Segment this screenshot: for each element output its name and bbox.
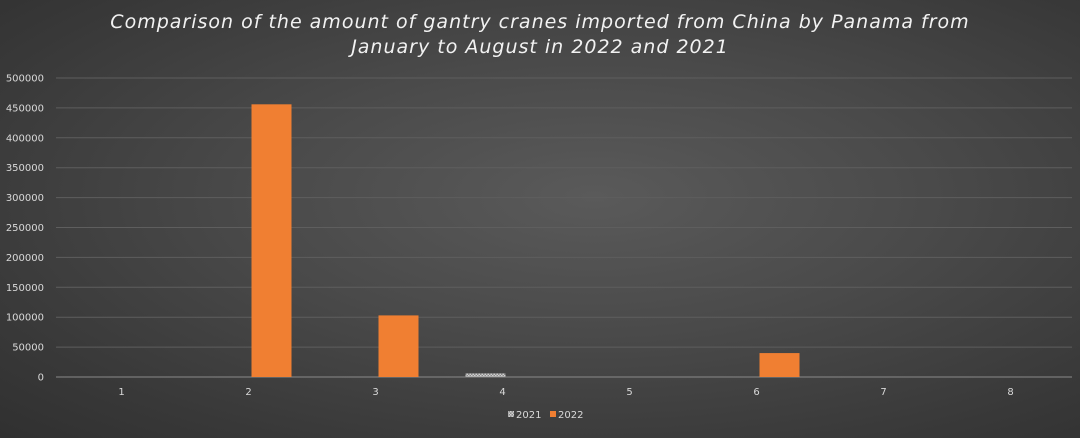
legend-label-2021: 2021 xyxy=(516,410,541,421)
y-tick-label: 200000 xyxy=(6,253,44,264)
y-tick-label: 100000 xyxy=(6,313,44,324)
y-tick-label: 50000 xyxy=(12,343,44,354)
y-tick-label: 400000 xyxy=(6,133,44,144)
x-tick-label: 7 xyxy=(880,387,886,398)
y-tick-label: 0 xyxy=(38,373,44,384)
bar-2022-6 xyxy=(759,353,800,377)
chart-title-line-1: Comparison of the amount of gantry crane… xyxy=(110,11,970,33)
y-tick-label: 450000 xyxy=(6,103,44,114)
gridlines xyxy=(56,77,1072,378)
y-tick-label: 350000 xyxy=(6,163,44,174)
chart-title-line-2: January to August in 2022 and 2021 xyxy=(351,36,729,58)
y-tick-label: 250000 xyxy=(6,223,44,234)
x-tick-label: 4 xyxy=(499,387,505,398)
x-axis-tick-labels: 1 2 3 4 5 6 7 8 xyxy=(118,387,1013,398)
bar-2022-2 xyxy=(251,104,292,377)
x-tick-label: 3 xyxy=(372,387,378,398)
y-tick-label: 300000 xyxy=(6,193,44,204)
bar-2022-3 xyxy=(378,315,419,377)
x-tick-label: 2 xyxy=(245,387,251,398)
y-tick-label: 500000 xyxy=(6,74,44,85)
chart-title: Comparison of the amount of gantry crane… xyxy=(0,10,1080,60)
y-axis-tick-labels: 0 50000 100000 150000 200000 250000 300000 3500… xyxy=(6,74,44,384)
x-tick-label: 8 xyxy=(1007,387,1013,398)
x-tick-label: 5 xyxy=(626,387,632,398)
x-tick-label: 6 xyxy=(753,387,759,398)
legend-label-2022: 2022 xyxy=(558,410,583,421)
bars xyxy=(251,104,800,377)
legend-swatch-2022 xyxy=(550,411,556,417)
x-tick-label: 1 xyxy=(118,387,124,398)
legend-swatch-2021 xyxy=(508,411,514,417)
legend: 2021 2022 xyxy=(508,410,583,421)
bar-2021-4 xyxy=(465,373,506,377)
y-tick-label: 150000 xyxy=(6,283,44,294)
